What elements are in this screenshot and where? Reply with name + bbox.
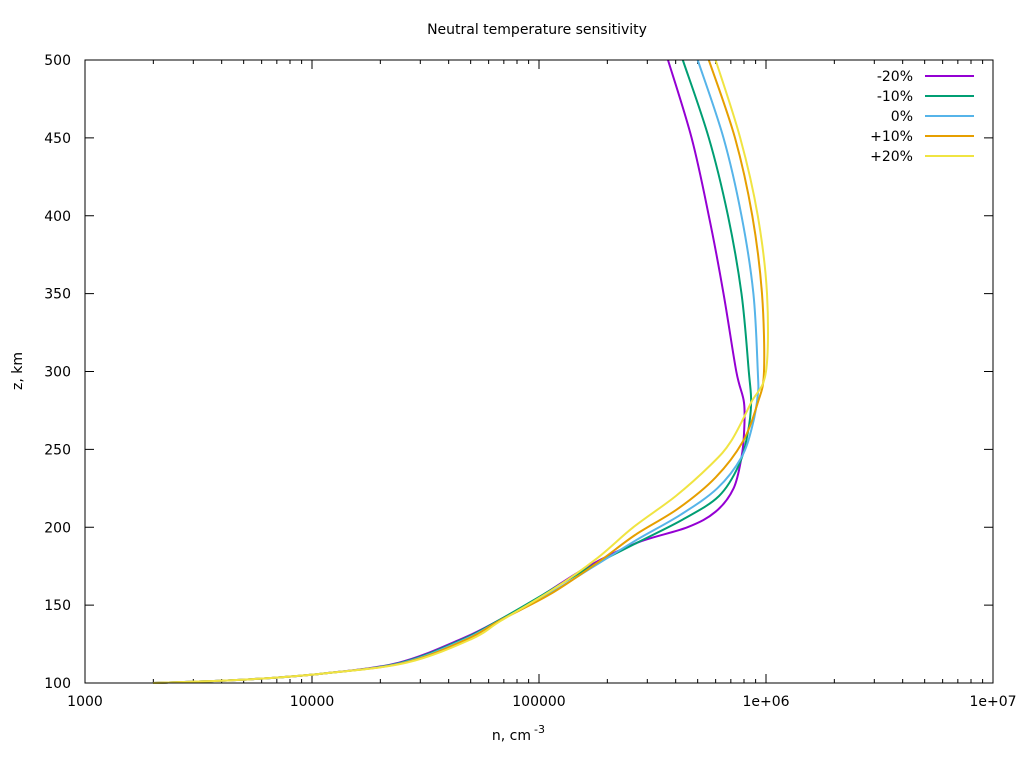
x-tick-label: 100000 <box>512 694 565 710</box>
y-tick-label: 300 <box>44 365 71 381</box>
y-tick-label: 500 <box>44 53 71 69</box>
x-tick-label: 1e+07 <box>969 694 1016 710</box>
y-tick-label: 350 <box>44 287 71 303</box>
legend-label: +10% <box>870 129 913 145</box>
series-line <box>153 59 770 684</box>
y-axis-label: z, km <box>10 352 26 390</box>
x-axis-label: n, cm <box>492 728 531 744</box>
tick-marks <box>84 59 994 684</box>
x-tick-label: 10000 <box>290 694 335 710</box>
series-line <box>153 59 746 684</box>
y-tick-label: 450 <box>44 131 71 147</box>
legend-label: 0% <box>891 109 913 125</box>
series-line <box>153 59 760 684</box>
y-tick-label: 100 <box>44 676 71 692</box>
legend-label: -20% <box>877 69 913 85</box>
y-tick-label: 150 <box>44 598 71 614</box>
series-line <box>153 59 753 684</box>
x-axis-label-exponent: -3 <box>534 723 545 736</box>
legend-label: -10% <box>877 89 913 105</box>
series-lines <box>153 59 770 684</box>
legend: -20% -10% 0% +10% +20% <box>870 69 974 165</box>
y-tick-labels: 100 150 200 250 300 350 400 450 500 <box>44 53 71 692</box>
series-line <box>153 59 766 684</box>
y-tick-label: 250 <box>44 442 71 458</box>
legend-label: +20% <box>870 149 913 165</box>
y-tick-label: 400 <box>44 209 71 225</box>
plot-area-frame <box>84 59 994 684</box>
y-tick-label: 200 <box>44 520 71 536</box>
x-tick-label: 1000 <box>67 694 103 710</box>
x-tick-labels: 1000 10000 100000 1e+06 1e+07 <box>67 694 1016 710</box>
chart-title: Neutral temperature sensitivity <box>427 22 647 38</box>
x-tick-label: 1e+06 <box>742 694 789 710</box>
